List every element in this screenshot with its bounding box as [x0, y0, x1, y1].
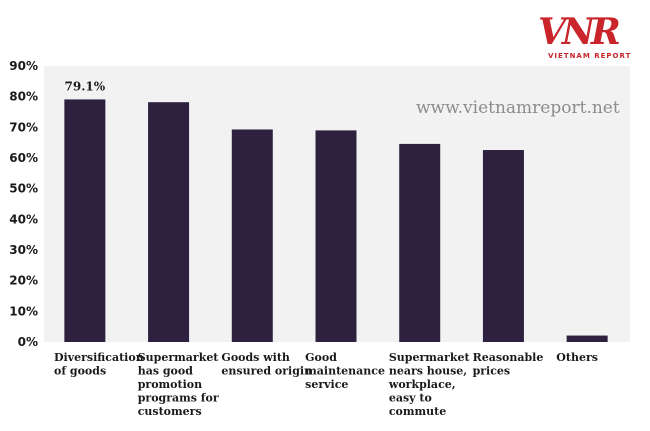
y-tick-label: 20% [9, 274, 38, 288]
x-tick-label: Good maintenance service [305, 351, 385, 391]
y-tick-label: 50% [9, 182, 38, 196]
y-tick-label: 30% [9, 243, 38, 257]
data-label: 79.1% [65, 79, 106, 93]
y-tick-label: 10% [9, 304, 38, 318]
x-tick-label: Reasonable prices [473, 351, 544, 378]
x-tick-label: Supermarket has good promotion programs for… [138, 351, 220, 418]
bar [148, 102, 190, 342]
vnr-logo: VNR VIETNAM REPORT [538, 11, 631, 60]
x-tick-label: Supermarket nears house, workplace, easy to… [388, 351, 471, 418]
bars [64, 99, 608, 342]
x-tick-label: Goods with ensured origin [221, 351, 312, 378]
y-tick-label: 80% [9, 90, 38, 104]
y-tick-label: 60% [9, 151, 38, 165]
y-tick-label: 40% [9, 212, 38, 226]
bar [315, 130, 357, 342]
logo-text: VNR [538, 11, 620, 53]
bar [231, 129, 273, 342]
bar [399, 143, 441, 342]
bar [64, 99, 106, 342]
x-tick-label: Others [556, 351, 598, 364]
watermark-url: www.vietnamreport.net [416, 98, 620, 118]
y-tick-label: 70% [9, 120, 38, 134]
x-tick-label: Diversification of goods [54, 351, 144, 378]
y-tick-label: 90% [9, 59, 38, 73]
bar [482, 150, 524, 342]
y-axis: 0% 10% 20% 30% 40% 50% 60% 70% 80% 90% [9, 59, 38, 349]
bar [566, 335, 608, 342]
logo-subtitle: VIETNAM REPORT [548, 52, 631, 60]
data-labels: 79.1% [65, 79, 106, 93]
y-tick-label: 0% [18, 335, 38, 349]
